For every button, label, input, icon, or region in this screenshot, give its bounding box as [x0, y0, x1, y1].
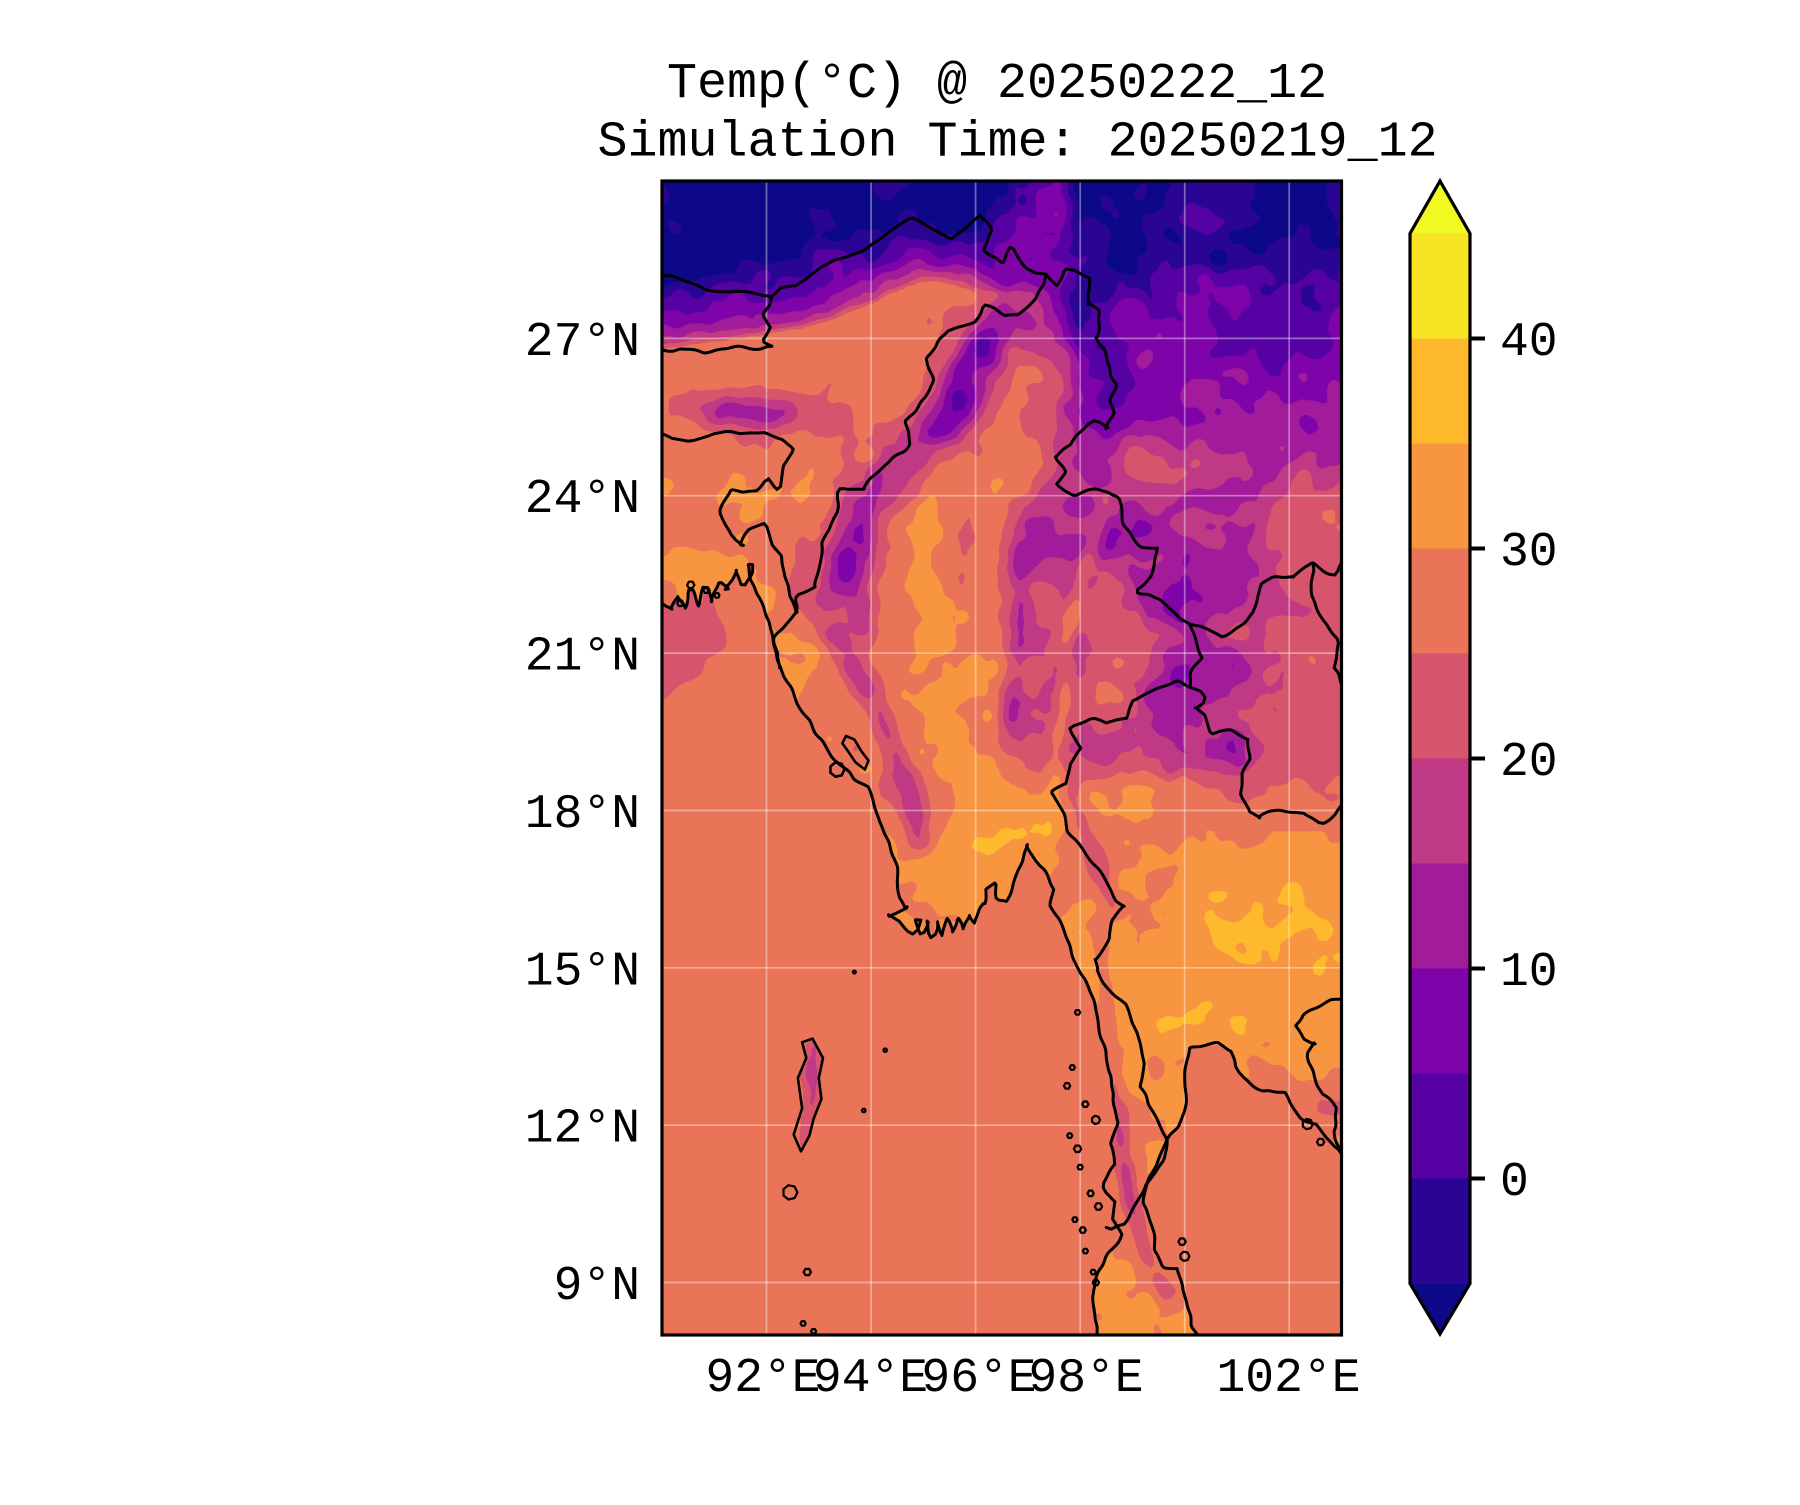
svg-text:9°N: 9°N: [554, 1260, 640, 1314]
svg-text:12°N: 12°N: [525, 1103, 640, 1157]
svg-text:24°N: 24°N: [525, 473, 640, 527]
svg-text:20: 20: [1500, 736, 1558, 790]
svg-text:94°E: 94°E: [813, 1352, 928, 1406]
svg-text:98°E: 98°E: [1028, 1352, 1143, 1406]
svg-text:Simulation Time: 20250219_12: Simulation Time: 20250219_12: [598, 115, 1438, 172]
svg-text:96°E: 96°E: [921, 1352, 1036, 1406]
svg-text:102°E: 102°E: [1216, 1352, 1360, 1406]
svg-text:30: 30: [1500, 526, 1558, 580]
svg-text:27°N: 27°N: [525, 316, 640, 370]
svg-text:Temp(°C) @ 20250222_12: Temp(°C) @ 20250222_12: [667, 56, 1327, 113]
svg-text:92°E: 92°E: [705, 1352, 820, 1406]
svg-text:0: 0: [1500, 1156, 1529, 1210]
svg-text:15°N: 15°N: [525, 945, 640, 999]
svg-text:40: 40: [1500, 316, 1558, 370]
svg-text:18°N: 18°N: [525, 788, 640, 842]
svg-text:10: 10: [1500, 946, 1558, 1000]
svg-text:21°N: 21°N: [525, 631, 640, 685]
